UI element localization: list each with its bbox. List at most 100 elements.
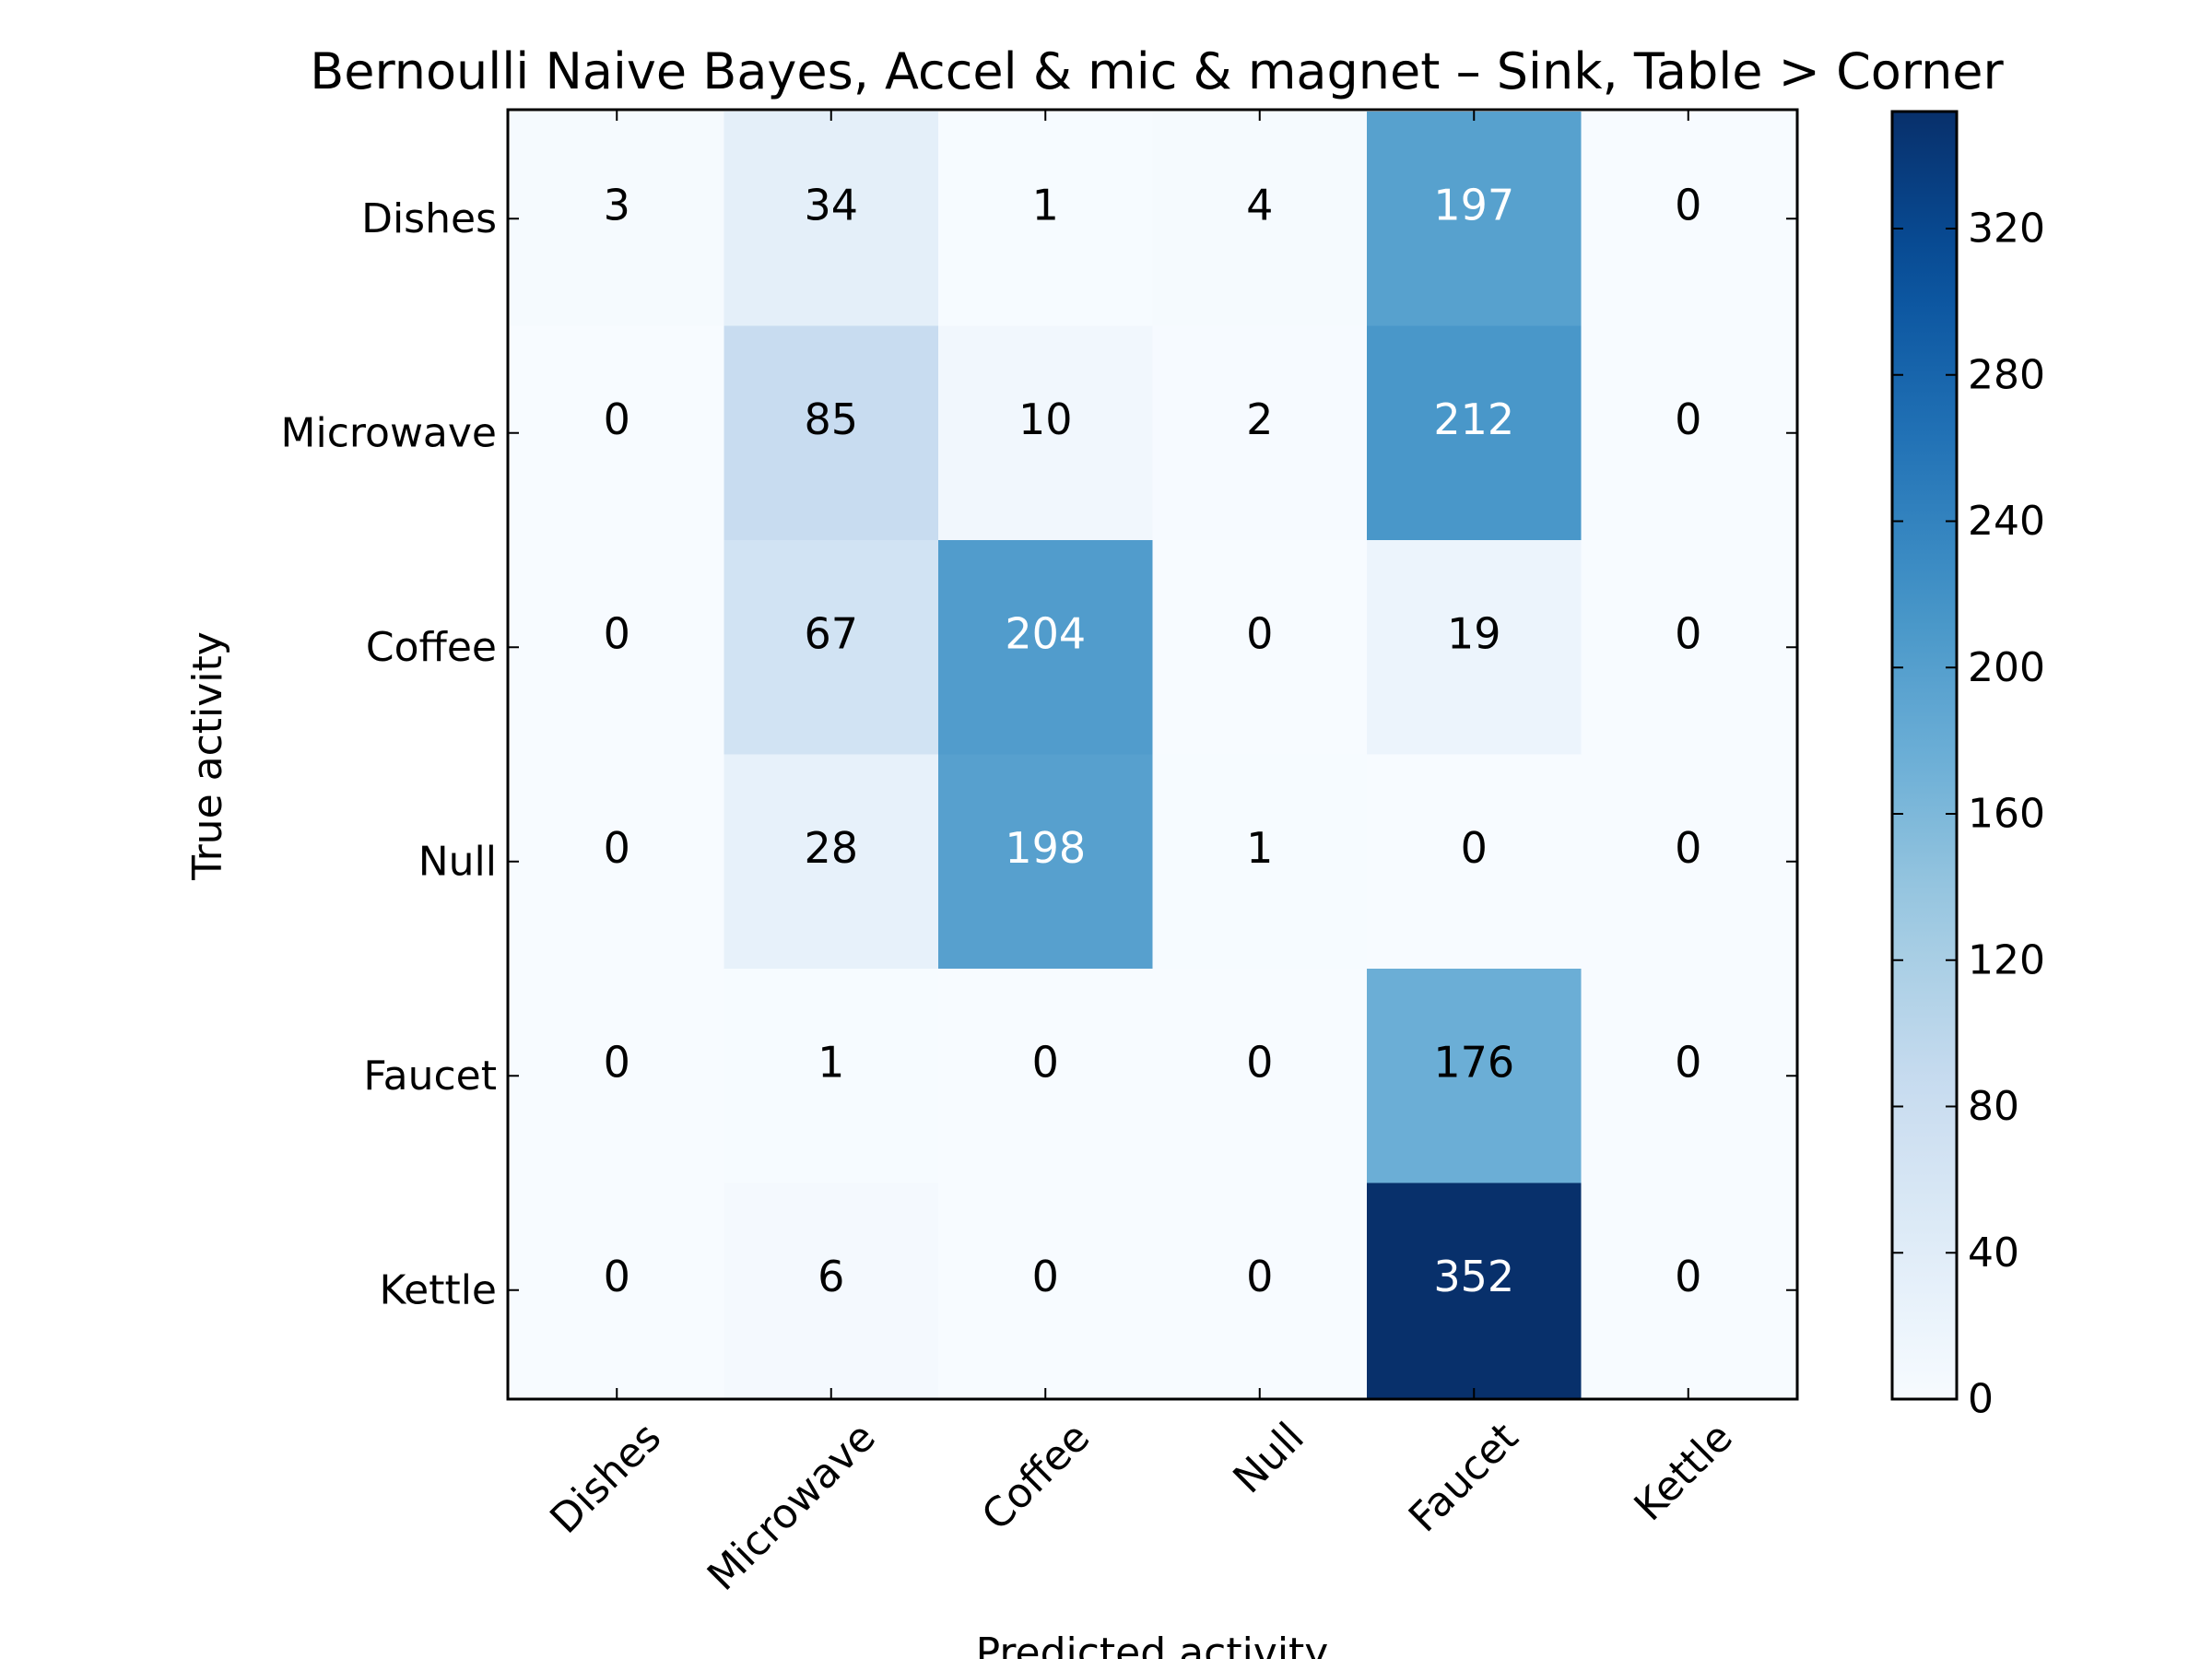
- cell-value-r5-c1: 6: [818, 1252, 844, 1301]
- cell-r1-c1: [724, 325, 939, 541]
- cell-value-r0-c1: 34: [804, 180, 858, 229]
- x-tick-label-1: Microwave: [699, 1414, 885, 1600]
- cell-value-r4-c2: 0: [1032, 1037, 1059, 1087]
- cell-r1-c2: [938, 325, 1154, 541]
- y-tick-label-5: Kettle: [379, 1266, 497, 1313]
- cell-value-r3-c3: 1: [1246, 823, 1273, 873]
- cell-value-r1-c2: 10: [1018, 394, 1073, 444]
- cell-r4-c0: [510, 969, 725, 1184]
- cell-r2-c2: [938, 540, 1154, 756]
- x-axis-label: Predicted activity: [976, 1630, 1329, 1659]
- y-tick-label-3: Null: [418, 838, 497, 885]
- cell-value-r5-c5: 0: [1675, 1252, 1701, 1301]
- axis-ticks: [508, 110, 1797, 1399]
- cell-value-r3-c4: 0: [1461, 823, 1488, 873]
- cell-r4-c3: [1152, 969, 1368, 1184]
- cell-r5-c3: [1152, 1182, 1368, 1398]
- cell-value-r5-c0: 0: [604, 1252, 630, 1301]
- cell-value-r0-c5: 0: [1675, 180, 1701, 229]
- cell-r4-c4: [1367, 969, 1583, 1184]
- chart-title: Bernoulli Naive Bayes, Accel & mic & mag…: [310, 42, 2004, 100]
- x-tick-labels: Dishes Microwave Coffee Null Faucet Kettle: [541, 1414, 1741, 1600]
- cell-r3-c2: [938, 754, 1154, 970]
- y-tick-label-1: Microwave: [281, 409, 497, 456]
- cell-r5-c4: [1367, 1182, 1583, 1398]
- cell-r4-c2: [938, 969, 1154, 1184]
- cell-value-r2-c0: 0: [604, 608, 630, 658]
- y-tick-label-0: Dishes: [361, 195, 497, 242]
- cell-value-r5-c3: 0: [1246, 1252, 1273, 1301]
- cell-r0-c5: [1581, 112, 1796, 327]
- cell-value-r4-c3: 0: [1246, 1037, 1273, 1087]
- colorbar-tick-label-8: 320: [1968, 206, 2045, 253]
- x-tick-label-3: Null: [1224, 1414, 1312, 1502]
- x-tick-label-0: Dishes: [541, 1414, 670, 1543]
- cell-value-r1-c5: 0: [1675, 394, 1701, 444]
- cell-r5-c0: [510, 1182, 725, 1398]
- cell-value-r3-c5: 0: [1675, 823, 1701, 873]
- colorbar-tick-label-5: 200: [1968, 644, 2045, 691]
- cell-value-r2-c5: 0: [1675, 608, 1701, 658]
- cell-value-r4-c5: 0: [1675, 1037, 1701, 1087]
- cell-r2-c0: [510, 540, 725, 756]
- cell-r1-c5: [1581, 325, 1796, 541]
- cell-r0-c3: [1152, 112, 1368, 327]
- cell-value-r4-c1: 1: [818, 1037, 844, 1087]
- y-axis-label: True activity: [184, 631, 231, 881]
- x-tick-label-5: Kettle: [1626, 1414, 1742, 1530]
- cell-r2-c5: [1581, 540, 1796, 756]
- cell-r0-c1: [724, 112, 939, 327]
- cell-value-r3-c2: 198: [1005, 823, 1086, 873]
- cell-r3-c5: [1581, 754, 1796, 970]
- cell-value-r0-c2: 1: [1032, 180, 1059, 229]
- cell-r0-c2: [938, 112, 1154, 327]
- cell-r5-c1: [724, 1182, 939, 1398]
- y-tick-label-4: Faucet: [363, 1053, 497, 1100]
- cell-r0-c4: [1367, 112, 1583, 327]
- cell-value-r2-c2: 204: [1005, 608, 1086, 658]
- cell-value-r5-c2: 0: [1032, 1252, 1059, 1301]
- cell-r4-c5: [1581, 969, 1796, 1184]
- colorbar-ticks: 0 40 80 120 160 200 240 280 320: [1892, 206, 2045, 1423]
- colorbar-tick-label-7: 280: [1968, 351, 2045, 398]
- cell-value-r2-c3: 0: [1246, 608, 1273, 658]
- cell-r2-c4: [1367, 540, 1583, 756]
- cell-r4-c1: [724, 969, 939, 1184]
- cell-value-r0-c4: 197: [1433, 180, 1514, 229]
- cell-r3-c0: [510, 754, 725, 970]
- cell-value-r0-c3: 4: [1246, 180, 1273, 229]
- plot-frame: [506, 108, 1799, 1401]
- cell-value-r2-c4: 19: [1447, 608, 1501, 658]
- cell-value-r3-c0: 0: [604, 823, 630, 873]
- cell-value-labels: 3 34 1 4 197 00 85 10 2 212 00 67 204 0 19 00 28 198 1 0 00 1…: [604, 180, 1702, 1301]
- cell-r1-c0: [510, 325, 725, 541]
- heatmap-cells: [510, 112, 1796, 1398]
- colorbar-tick-label-0: 0: [1968, 1376, 1994, 1423]
- cell-value-r4-c0: 0: [604, 1037, 630, 1087]
- cell-value-r1-c1: 85: [804, 394, 858, 444]
- colorbar-tick-label-4: 160: [1968, 791, 2045, 838]
- cell-value-r3-c1: 28: [804, 823, 858, 873]
- cell-value-r2-c1: 67: [804, 608, 858, 658]
- cell-r3-c3: [1152, 754, 1368, 970]
- cell-value-r0-c0: 3: [604, 180, 630, 229]
- cell-r2-c1: [724, 540, 939, 756]
- cell-r1-c3: [1152, 325, 1368, 541]
- cell-r0-c0: [510, 112, 725, 327]
- colorbar: [1890, 110, 1959, 1401]
- x-tick-label-2: Coffee: [973, 1414, 1100, 1540]
- cell-value-r1-c4: 212: [1433, 394, 1514, 444]
- cell-r2-c3: [1152, 540, 1368, 756]
- colorbar-tick-label-3: 120: [1968, 936, 2045, 983]
- cell-value-r1-c0: 0: [604, 394, 630, 444]
- cell-r3-c4: [1367, 754, 1583, 970]
- cell-value-r5-c4: 352: [1433, 1252, 1514, 1301]
- cell-r1-c4: [1367, 325, 1583, 541]
- cell-r5-c5: [1581, 1182, 1796, 1398]
- y-tick-label-2: Coffee: [366, 624, 497, 671]
- colorbar-tick-label-6: 240: [1968, 498, 2045, 545]
- cell-r5-c2: [938, 1182, 1154, 1398]
- x-tick-label-4: Faucet: [1400, 1414, 1527, 1541]
